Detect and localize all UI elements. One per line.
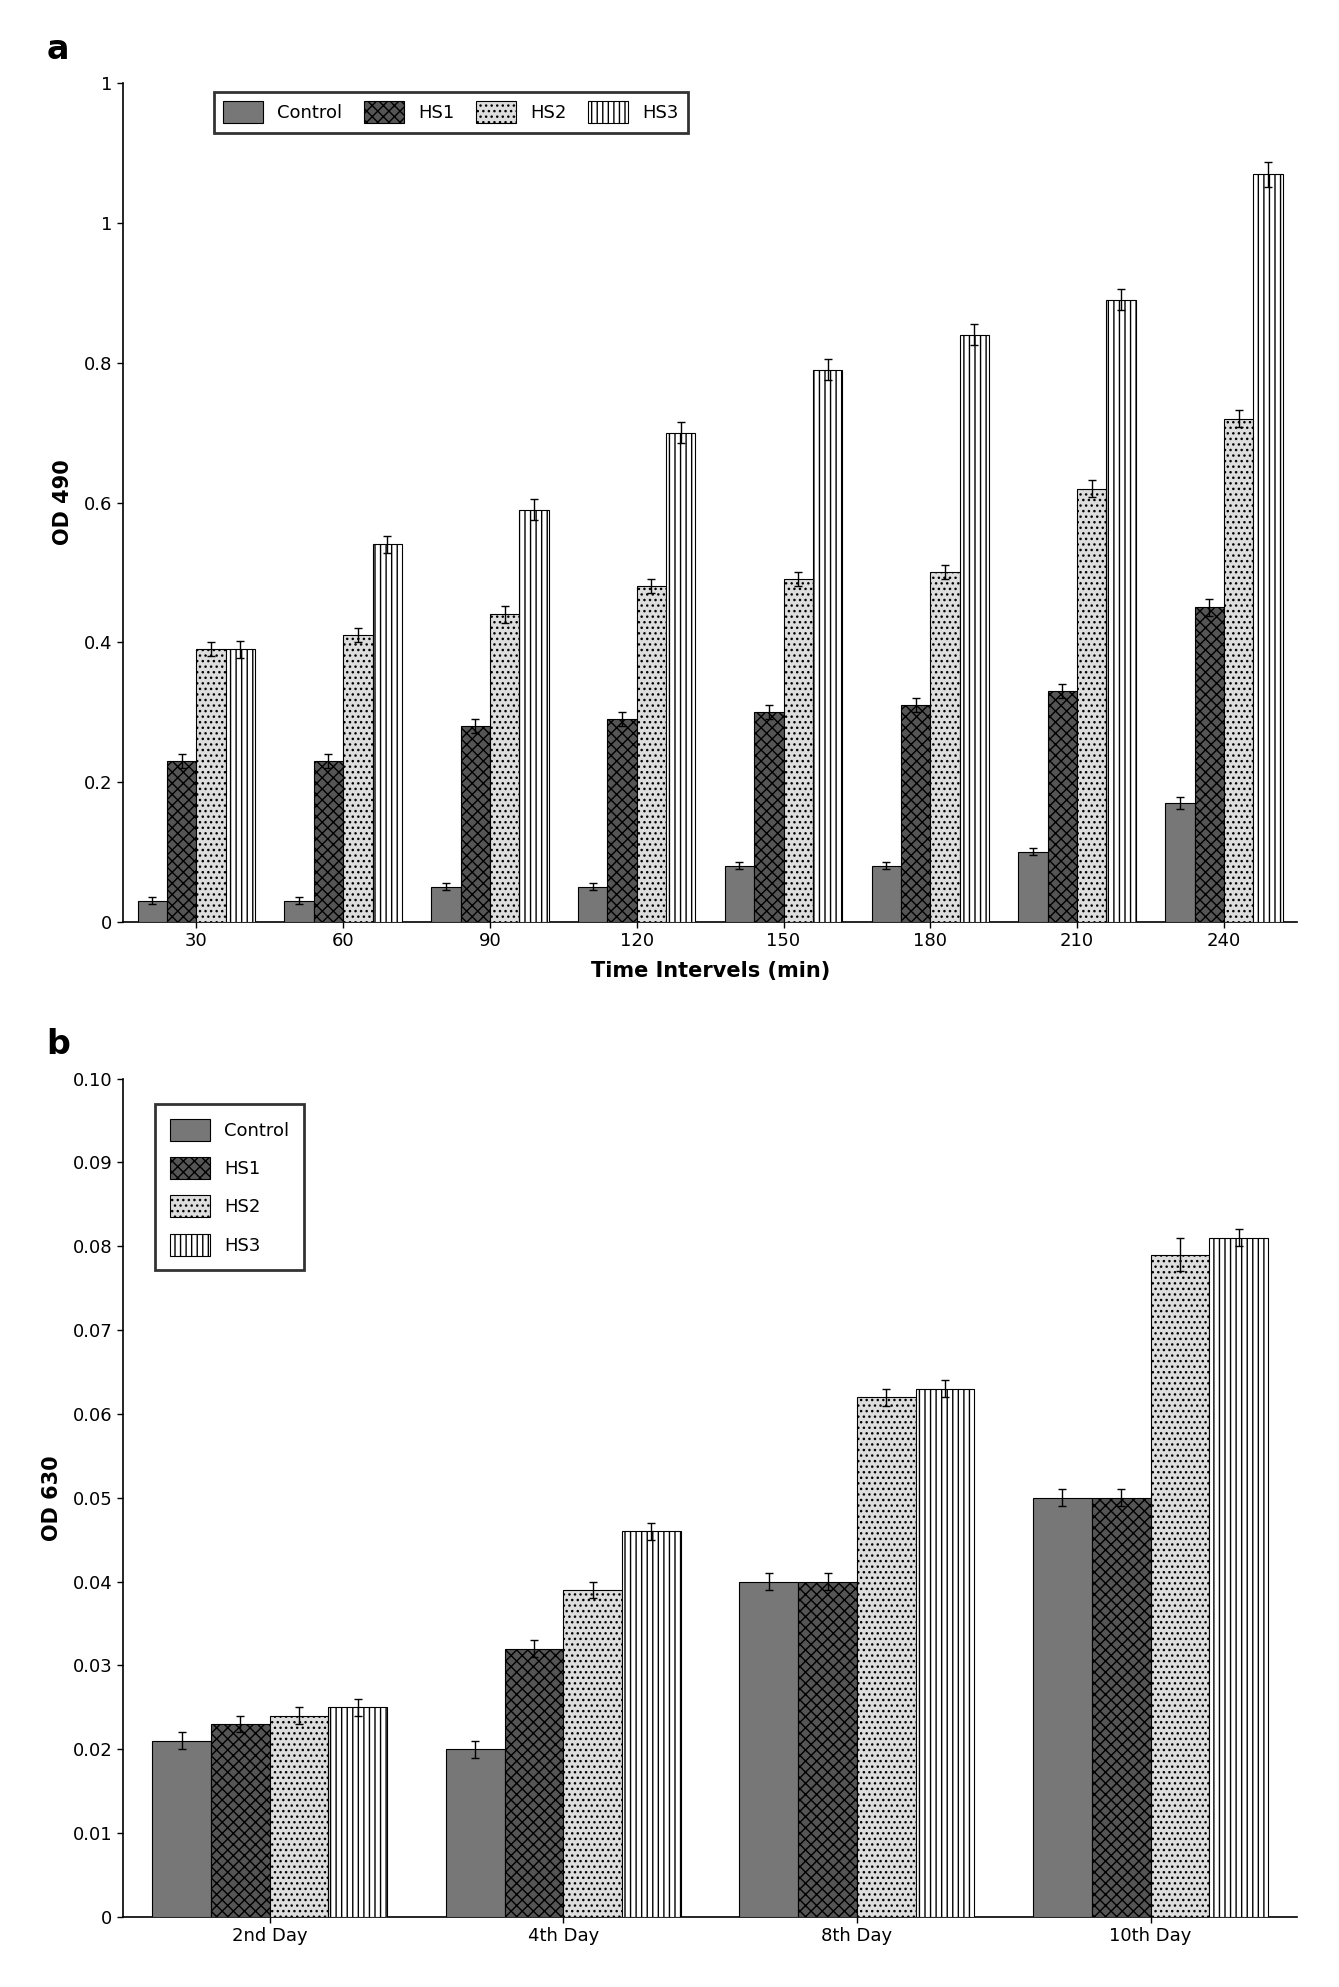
Bar [1019, 852, 1048, 922]
Bar [372, 544, 402, 922]
Legend: Control, HS1, HS2, HS3: Control, HS1, HS2, HS3 [155, 1105, 304, 1270]
Bar [872, 866, 901, 922]
Bar [857, 1397, 916, 1917]
Bar [637, 586, 665, 922]
Bar [1106, 300, 1135, 922]
Y-axis label: OD 630: OD 630 [42, 1454, 62, 1540]
Bar [813, 370, 842, 922]
Bar [328, 1707, 387, 1917]
Bar [431, 886, 461, 922]
Bar [1224, 419, 1253, 922]
Bar [665, 433, 695, 922]
X-axis label: Time Intervels (min): Time Intervels (min) [590, 962, 830, 982]
Bar [343, 636, 372, 922]
Bar [226, 650, 254, 922]
Bar [1253, 175, 1283, 922]
Bar [446, 1749, 505, 1917]
Bar [739, 1582, 798, 1917]
Bar [901, 705, 931, 922]
Bar [138, 900, 167, 922]
Bar [153, 1741, 212, 1917]
Bar [1209, 1238, 1268, 1917]
Text: a: a [47, 34, 70, 66]
Bar [1150, 1254, 1209, 1917]
Bar [960, 336, 990, 922]
Bar [461, 725, 490, 922]
Bar [1194, 608, 1224, 922]
Bar [1034, 1498, 1091, 1917]
Bar [564, 1590, 623, 1917]
Legend: Control, HS1, HS2, HS3: Control, HS1, HS2, HS3 [214, 93, 688, 133]
Bar [520, 509, 549, 922]
Bar [505, 1649, 564, 1917]
Y-axis label: OD 490: OD 490 [54, 459, 72, 546]
Bar [197, 650, 226, 922]
Bar [623, 1532, 680, 1917]
Bar [578, 886, 608, 922]
Bar [1048, 691, 1077, 922]
Bar [490, 614, 520, 922]
Bar [798, 1582, 857, 1917]
Bar [1077, 489, 1106, 922]
Bar [916, 1389, 975, 1917]
Bar [931, 572, 960, 922]
Bar [1165, 803, 1194, 922]
Text: b: b [47, 1027, 71, 1061]
Bar [212, 1725, 269, 1917]
Bar [313, 761, 343, 922]
Bar [754, 711, 783, 922]
Bar [269, 1715, 328, 1917]
Bar [284, 900, 313, 922]
Bar [167, 761, 197, 922]
Bar [608, 719, 637, 922]
Bar [783, 580, 813, 922]
Bar [1091, 1498, 1150, 1917]
Bar [724, 866, 754, 922]
